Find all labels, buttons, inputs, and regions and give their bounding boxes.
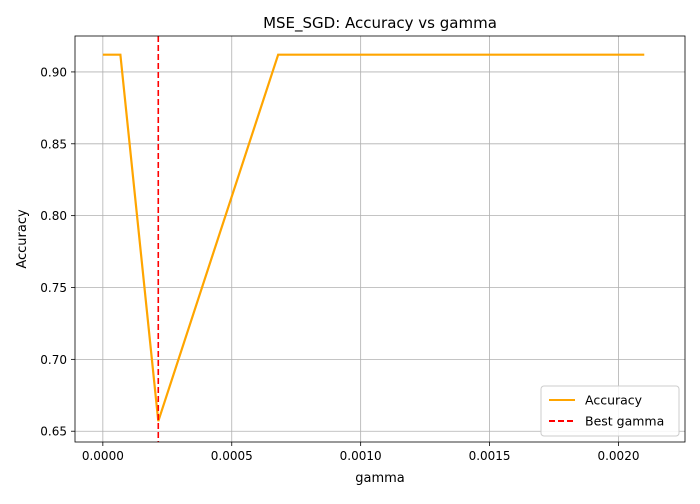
y-tick-label: 0.70 xyxy=(40,353,67,367)
legend-box xyxy=(540,385,680,437)
chart-title: MSE_SGD: Accuracy vs gamma xyxy=(263,14,497,33)
y-tick-label: 0.80 xyxy=(40,209,67,223)
x-tick-label: 0.0015 xyxy=(469,449,511,463)
x-tick-label: 0.0005 xyxy=(211,449,253,463)
grid xyxy=(75,36,685,442)
y-tick-label: 0.90 xyxy=(40,65,67,79)
y-axis-label: Accuracy xyxy=(15,209,30,269)
legend-label: Best gamma xyxy=(585,414,664,429)
y-tick-label: 0.85 xyxy=(40,137,67,151)
x-tick-label: 0.0000 xyxy=(82,449,124,463)
series-layer xyxy=(102,36,645,442)
accuracy-series-line xyxy=(102,53,645,422)
legend: Accuracy Best gamma xyxy=(540,385,680,437)
plot-frame xyxy=(74,35,686,443)
legend-label: Accuracy xyxy=(585,393,643,408)
x-tick-label: 0.0020 xyxy=(597,449,639,463)
ticks: 0.0000 0.0005 0.0010 0.0015 0.0020 0.65 0.70 0.… xyxy=(40,65,639,463)
y-tick-label: 0.75 xyxy=(40,281,67,295)
x-tick-label: 0.0010 xyxy=(340,449,382,463)
x-axis-label: gamma xyxy=(355,471,405,486)
y-tick-label: 0.65 xyxy=(40,425,67,439)
